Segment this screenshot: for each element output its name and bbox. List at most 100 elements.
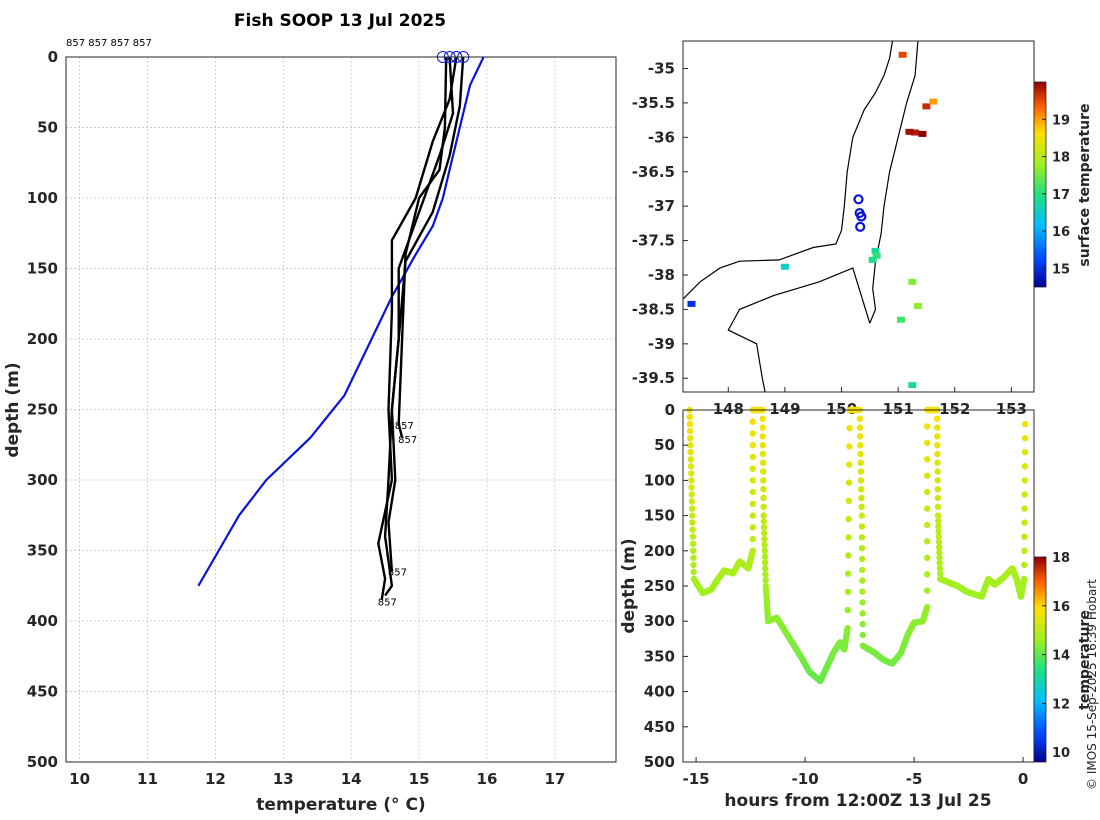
section-data-point [686,413,693,421]
section-tick-labels: -15 -10 -5 0 0 50 100 150 200 250 300 350 400 450 500 [644,401,1029,788]
map-temperature-cell [929,98,938,105]
section-data-point [859,610,866,617]
profile-x-tick: 11 [137,770,158,788]
map-temperature-cell [922,103,931,110]
figure-title: Fish SOOP 13 Jul 2025 [234,11,446,31]
section-data-point [935,538,943,546]
section-data-point [924,554,931,561]
section-data-point [924,439,931,447]
profile-y-tick: 50 [37,119,58,137]
map-x-tick: 153 [996,400,1027,418]
section-data-point [858,486,865,493]
section-data-point [760,518,767,525]
section-data-point [689,512,696,519]
section-data-point [749,430,756,437]
map-track-marker [856,211,867,222]
section-data-point [761,535,768,543]
section-data-point [936,565,944,572]
map-y-tick: -39.5 [632,369,675,387]
section-data-point [1021,519,1028,526]
section-data-point [749,547,756,554]
map-colorbar-tick: 19 [1052,113,1070,128]
map-track-marker [853,194,864,205]
profile-line-climatology [197,56,485,587]
map-colorbar [1033,81,1047,288]
section-data-point [859,620,866,628]
map-temperature-cell [896,316,905,323]
section-data-point [924,603,931,611]
section-data-point [856,415,863,422]
map-temperature-cells [687,51,938,389]
section-data-point [846,425,853,432]
profile-y-tick: 150 [27,260,58,278]
section-data-point [689,540,697,547]
section-data-point [749,465,756,472]
section-data-point [690,561,697,569]
surface-temperature-map: 148 149 150 151 152 153-35-35.5-36-36.5-37-37… [632,40,1093,418]
section-data-point [688,491,695,498]
section-data-point [924,488,931,496]
section-data-point [858,503,865,510]
profile-x-label: temperature (° C) [256,795,425,815]
section-data-point [924,521,931,529]
section-data-point [761,559,769,566]
section-colorbar-tick: 16 [1052,600,1070,615]
profile-x-tick: 14 [341,770,362,788]
section-colorbar-tick: 14 [1052,649,1070,664]
section-data-point [857,468,865,475]
profile-x-tick: 16 [477,770,498,788]
map-colorbar-ticks: 15 16 17 18 19 [1042,113,1070,277]
section-data-point [1021,533,1028,540]
section-y-label: depth (m) [619,538,639,633]
profile-y-tick: 250 [27,401,58,419]
section-data-point [749,500,756,508]
section-data-point [759,450,767,458]
section-data-point [688,470,695,477]
section-data-point [934,512,942,519]
section-data-point [760,468,767,475]
section-data-point [749,512,756,519]
map-track-marker [855,221,866,232]
section-data-point [762,571,769,578]
credit-text: © IMOS 15-Sep-2025 16:39 Hobart [1085,579,1099,790]
section-data-point [1021,435,1029,442]
section-data-point [845,534,852,541]
profile-tick-labels: 10 11 12 13 14 15 16 17 0 50 100 150 200 250 300 350 400… [27,48,566,788]
section-y-tick: 450 [644,718,675,736]
section-colorbar-tick: 12 [1052,697,1070,712]
map-temperature-cell [898,51,907,58]
map-temperature-cell [911,129,920,136]
map-colorbar-tick: 16 [1052,225,1070,240]
map-colorbar-tick: 18 [1052,151,1070,166]
section-data-point [934,424,941,431]
section-data-point [933,415,941,422]
section-data-point [845,479,853,486]
section-data-point [761,530,768,537]
map-x-tick: 148 [713,400,744,418]
section-data-point [749,488,756,496]
section-data-point [690,568,697,576]
profile-x-tick: 13 [273,770,294,788]
section-y-tick: 400 [644,683,675,701]
section-data-point [759,442,767,449]
section-data-point [856,433,864,440]
profile-axes-frame [65,56,617,763]
section-data-point [687,456,694,463]
profile-annotations: 857 857 857 857 [378,421,417,608]
profile-y-tick: 500 [27,753,58,771]
profile-x-tick: 17 [544,770,565,788]
map-ship-track [853,194,867,232]
section-data-point [858,534,866,541]
top-profile-ids: 857 857 857 857 [66,38,152,49]
section-data-point [688,505,696,512]
section-x-tick: -15 [683,770,710,788]
section-data-point [762,576,769,584]
section-data-point [935,533,942,540]
section-data-point [845,515,852,523]
map-temperature-cell [908,278,917,285]
section-data-point [761,541,768,549]
section-data-point [934,477,941,484]
section-y-tick: 50 [654,436,675,454]
section-data-point [687,449,694,456]
